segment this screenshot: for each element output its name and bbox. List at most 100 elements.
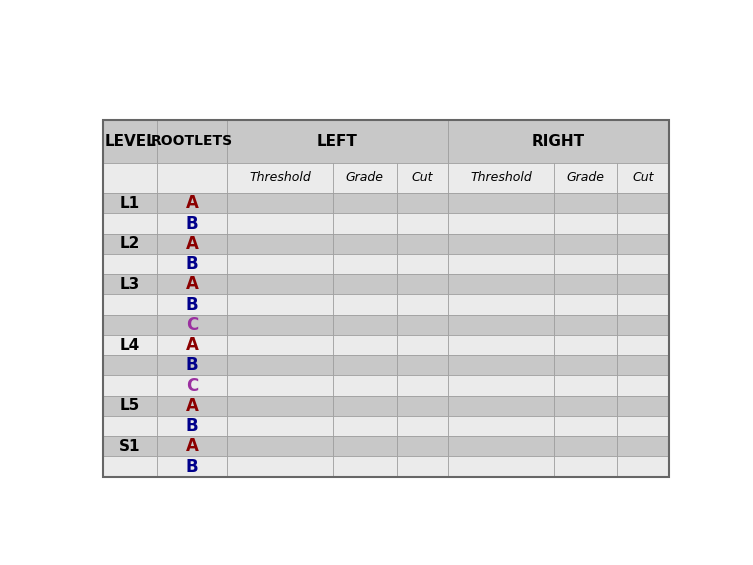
Bar [103,355,157,376]
Bar [554,214,617,234]
Bar [397,436,448,457]
Bar [448,214,554,234]
Bar [103,214,157,234]
Bar [227,254,333,274]
Bar [448,396,554,416]
Bar [333,376,397,396]
Bar [333,163,397,193]
Bar [554,457,617,477]
Bar [448,193,554,214]
Bar [397,457,448,477]
Bar [554,436,617,457]
Text: C: C [186,316,198,334]
Bar [157,234,227,254]
Text: L1: L1 [120,195,140,211]
Text: A: A [186,275,199,293]
Bar [227,274,333,294]
Bar [103,234,157,254]
Text: B: B [186,215,199,233]
Bar [397,355,448,376]
Text: S1: S1 [120,439,141,454]
Bar [554,234,617,254]
Bar [157,355,227,376]
Bar [397,214,448,234]
Bar [397,315,448,335]
Text: Grade: Grade [567,171,605,185]
Bar [554,315,617,335]
Bar [448,315,554,335]
Bar [157,193,227,214]
Bar [554,416,617,436]
Bar [617,315,669,335]
Bar [227,416,333,436]
Bar [227,355,333,376]
Text: Cut: Cut [411,171,433,185]
Bar [448,355,554,376]
Bar [227,335,333,355]
Bar [227,163,333,193]
Bar [103,315,157,335]
Bar [227,457,333,477]
Bar [448,234,554,254]
Bar [397,294,448,315]
Bar [397,335,448,355]
Bar [617,163,669,193]
Text: A: A [186,397,199,415]
Bar [157,254,227,274]
Bar [227,193,333,214]
Bar [333,416,397,436]
Bar [157,436,227,457]
Bar [554,396,617,416]
Text: L3: L3 [120,277,140,292]
Bar [157,294,227,315]
Bar [103,193,157,214]
Text: L5: L5 [120,398,140,414]
Bar [103,396,157,416]
Bar [617,214,669,234]
Bar [333,335,397,355]
Bar [157,315,227,335]
Bar [227,436,333,457]
Bar [448,376,554,396]
Bar [397,396,448,416]
Bar [157,416,227,436]
Text: A: A [186,235,199,253]
Text: LEVEL: LEVEL [104,134,156,149]
Bar [617,457,669,477]
Bar [227,234,333,254]
Bar [333,436,397,457]
Bar [333,234,397,254]
Bar [554,254,617,274]
Bar [554,294,617,315]
Bar [157,214,227,234]
Bar [554,355,617,376]
Bar [333,355,397,376]
Bar [617,376,669,396]
Bar [227,376,333,396]
Bar [103,294,157,315]
Bar [333,214,397,234]
Bar [157,163,227,193]
Bar [554,163,617,193]
Bar [617,396,669,416]
Bar [333,193,397,214]
Bar [617,234,669,254]
Bar [157,335,227,355]
Bar [617,436,669,457]
Text: LEFT: LEFT [317,134,358,149]
Text: B: B [186,417,199,435]
Text: B: B [186,458,199,476]
Text: A: A [186,336,199,354]
Bar [397,254,448,274]
Bar [554,376,617,396]
Text: L4: L4 [120,337,140,353]
Text: Cut: Cut [633,171,654,185]
Text: ROOTLETS: ROOTLETS [151,134,233,149]
Bar [397,193,448,214]
Bar [397,376,448,396]
Bar [227,120,448,163]
Bar [103,120,157,163]
Bar [103,274,157,294]
Bar [333,315,397,335]
Bar [617,355,669,376]
